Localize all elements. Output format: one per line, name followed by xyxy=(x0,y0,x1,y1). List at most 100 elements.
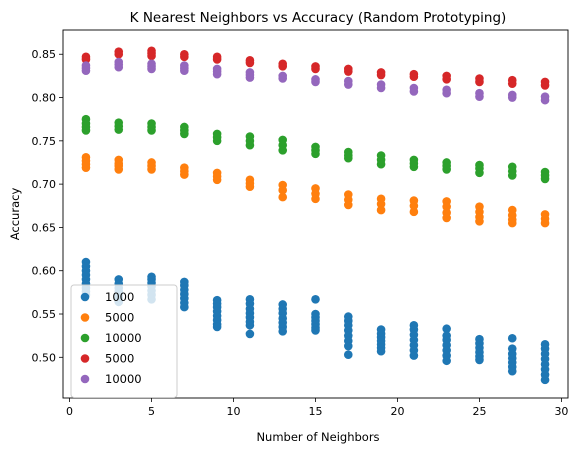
data-point-series-1 xyxy=(212,322,222,332)
data-point-series-5 xyxy=(180,66,189,75)
x-tick-label: 20 xyxy=(390,405,404,418)
data-point-series-5 xyxy=(540,95,550,105)
data-point-series-3 xyxy=(180,129,189,139)
y-tick-label: 0.50 xyxy=(32,351,57,364)
legend-label: 1000 xyxy=(105,290,134,304)
data-point-series-1 xyxy=(311,326,320,335)
data-point-series-3 xyxy=(147,126,156,135)
data-point-series-2 xyxy=(442,202,451,211)
x-tick-label: 15 xyxy=(309,405,323,418)
data-point-series-3 xyxy=(114,125,124,134)
data-point-series-2 xyxy=(114,165,124,174)
data-point-series-1 xyxy=(180,302,189,312)
data-point-series-4 xyxy=(278,62,288,71)
chart-title: K Nearest Neighbors vs Accuracy (Random … xyxy=(130,10,507,26)
data-point-series-4 xyxy=(409,72,419,82)
axes: 0 5 10 15 20 25 30 0.50 0.55 0.60 0.65 0.70 0.75 0.80… xyxy=(32,48,569,418)
data-point-series-1 xyxy=(507,366,517,376)
data-point-series-4 xyxy=(507,79,517,88)
data-point-series-2 xyxy=(376,205,386,215)
data-point-series-3 xyxy=(442,165,451,174)
data-point-series-4 xyxy=(442,75,451,84)
data-point-series-2 xyxy=(475,217,484,226)
legend-label: 10000 xyxy=(105,372,142,386)
legend-marker xyxy=(80,333,90,343)
y-tick-label: 0.80 xyxy=(32,92,57,105)
data-point-series-3 xyxy=(409,162,419,172)
data-point-series-1 xyxy=(442,324,451,334)
x-axis-label: Number of Neighbors xyxy=(256,430,379,444)
x-tick-label: 25 xyxy=(472,405,486,418)
legend-label: 10000 xyxy=(105,331,142,345)
data-point-series-1 xyxy=(376,346,386,356)
data-point-series-4 xyxy=(212,55,222,64)
data-point-series-2 xyxy=(212,175,222,185)
data-point-series-3 xyxy=(81,126,91,135)
legend-label: 5000 xyxy=(105,311,134,325)
data-point-series-2 xyxy=(245,182,255,192)
data-point-series-5 xyxy=(212,69,222,79)
data-point-series-1 xyxy=(245,320,255,330)
data-point-series-1 xyxy=(507,333,517,343)
data-point-series-2 xyxy=(343,200,353,210)
data-point-series-1 xyxy=(311,294,320,304)
data-point-series-3 xyxy=(245,140,255,150)
data-point-series-4 xyxy=(540,81,550,90)
data-point-series-5 xyxy=(442,88,451,98)
data-point-series-3 xyxy=(475,168,484,178)
data-point-series-1 xyxy=(475,355,484,365)
data-point-series-5 xyxy=(507,93,517,102)
data-point-series-1 xyxy=(278,327,288,336)
data-point-series-3 xyxy=(311,149,320,159)
data-point-series-2 xyxy=(540,218,550,228)
data-point-series-2 xyxy=(81,163,91,172)
legend-marker xyxy=(80,354,90,363)
data-point-series-5 xyxy=(311,77,320,87)
data-point-series-4 xyxy=(311,64,320,74)
data-point-series-2 xyxy=(278,185,288,195)
data-point-series-2 xyxy=(409,207,419,217)
x-tick-label: 5 xyxy=(148,405,155,418)
data-point-series-4 xyxy=(81,55,91,64)
y-tick-label: 0.70 xyxy=(32,178,57,191)
data-point-series-5 xyxy=(409,87,419,96)
x-tick-label: 0 xyxy=(66,405,73,418)
data-point-series-1 xyxy=(245,329,255,339)
data-point-series-2 xyxy=(278,192,288,202)
data-point-series-1 xyxy=(343,350,353,360)
data-point-series-1 xyxy=(409,351,419,360)
data-point-series-4 xyxy=(114,49,124,59)
data-point-series-5 xyxy=(81,66,91,75)
data-point-series-2 xyxy=(311,194,320,204)
data-point-series-2 xyxy=(442,213,451,223)
data-point-series-3 xyxy=(212,136,222,146)
y-tick-label: 0.75 xyxy=(32,135,57,148)
data-point-series-5 xyxy=(278,74,288,83)
legend-label: 5000 xyxy=(105,352,134,366)
data-point-series-5 xyxy=(376,83,386,93)
data-point-series-5 xyxy=(147,64,156,74)
data-point-series-3 xyxy=(507,171,517,180)
data-point-series-5 xyxy=(114,62,124,72)
x-tick-label: 10 xyxy=(227,405,241,418)
legend-marker xyxy=(80,313,90,322)
data-point-series-5 xyxy=(245,73,255,82)
y-tick-label: 0.85 xyxy=(32,48,57,61)
legend-marker xyxy=(80,374,90,384)
data-point-series-4 xyxy=(245,58,255,68)
y-tick-label: 0.60 xyxy=(32,265,57,278)
data-point-series-4 xyxy=(343,67,353,76)
y-tick-label: 0.65 xyxy=(32,221,57,234)
data-point-series-3 xyxy=(540,174,550,184)
x-tick-label: 30 xyxy=(554,405,568,418)
data-point-series-2 xyxy=(507,218,517,228)
data-point-series-3 xyxy=(278,146,288,155)
y-axis-label: Accuracy xyxy=(8,188,22,241)
legend-box xyxy=(70,284,178,398)
data-point-series-5 xyxy=(475,92,484,101)
data-point-series-5 xyxy=(343,80,353,89)
legend: 1000 5000 10000 5000 10000 xyxy=(70,284,178,398)
data-point-series-1 xyxy=(540,375,550,385)
data-point-series-4 xyxy=(475,77,484,87)
